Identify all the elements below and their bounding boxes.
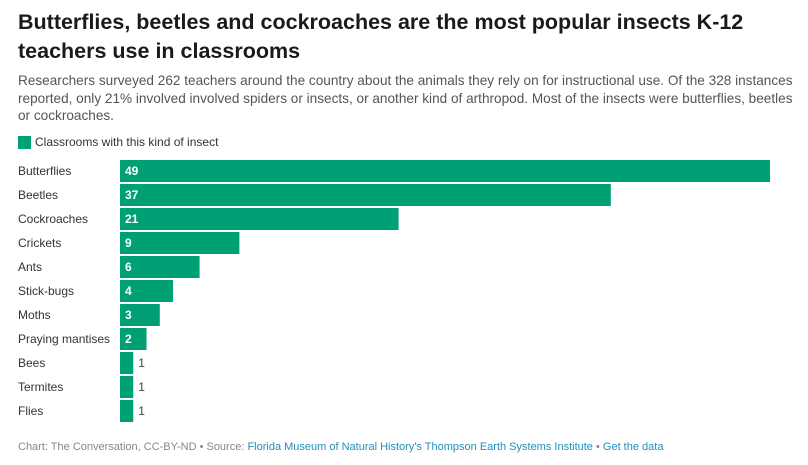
legend: Classrooms with this kind of insect — [18, 134, 218, 150]
value-label-crickets: 9 — [125, 236, 132, 250]
value-label-flies: 1 — [138, 404, 145, 418]
category-label-ants: Ants — [18, 260, 42, 274]
bar-stick-bugs[interactable] — [120, 280, 174, 302]
category-label-butterflies: Butterflies — [18, 164, 71, 178]
bar-moths[interactable] — [120, 304, 160, 326]
footer-credit: Chart: The Conversation, CC-BY-ND • Sour… — [18, 441, 248, 453]
bar-crickets[interactable] — [120, 232, 240, 254]
chart-footer: Chart: The Conversation, CC-BY-ND • Sour… — [18, 441, 663, 453]
category-label-flies: Flies — [18, 404, 43, 418]
value-label-cockroaches: 21 — [125, 212, 139, 226]
value-label-beetles: 37 — [125, 188, 139, 202]
bar-termites[interactable] — [120, 376, 134, 398]
bar-cockroaches[interactable] — [120, 208, 399, 230]
category-label-cockroaches: Cockroaches — [18, 212, 88, 226]
category-label-crickets: Crickets — [18, 236, 61, 250]
chart-title: Butterflies, beetles and cockroaches are… — [18, 10, 744, 63]
value-label-butterflies: 49 — [125, 164, 139, 178]
legend-swatch — [18, 135, 31, 149]
value-label-praying-mantises: 2 — [125, 332, 132, 346]
value-label-termites: 1 — [138, 380, 145, 394]
category-label-moths: Moths — [18, 308, 51, 322]
bar-bees[interactable] — [120, 352, 134, 374]
value-label-moths: 3 — [125, 308, 132, 322]
source-link[interactable]: Florida Museum of Natural History's Thom… — [247, 441, 593, 453]
value-label-ants: 6 — [125, 260, 132, 274]
bar-beetles[interactable] — [120, 184, 611, 206]
legend-label: Classrooms with this kind of insect — [35, 135, 219, 149]
category-label-beetles: Beetles — [18, 188, 58, 202]
bar-praying-mantises[interactable] — [120, 328, 147, 350]
category-label-praying-mantises: Praying mantises — [18, 332, 110, 346]
category-label-termites: Termites — [18, 380, 63, 394]
bar-butterflies[interactable] — [120, 160, 770, 182]
value-label-bees: 1 — [138, 356, 145, 370]
category-label-bees: Bees — [18, 356, 45, 370]
get-data-link[interactable]: Get the data — [602, 441, 664, 453]
bar-flies[interactable] — [120, 400, 134, 422]
category-label-stick-bugs: Stick-bugs — [18, 284, 74, 298]
value-label-stick-bugs: 4 — [125, 284, 132, 298]
footer-separator: • — [592, 441, 603, 453]
chart-subtitle: Researchers surveyed 262 teachers around… — [18, 73, 793, 123]
bar-ants[interactable] — [120, 256, 200, 278]
